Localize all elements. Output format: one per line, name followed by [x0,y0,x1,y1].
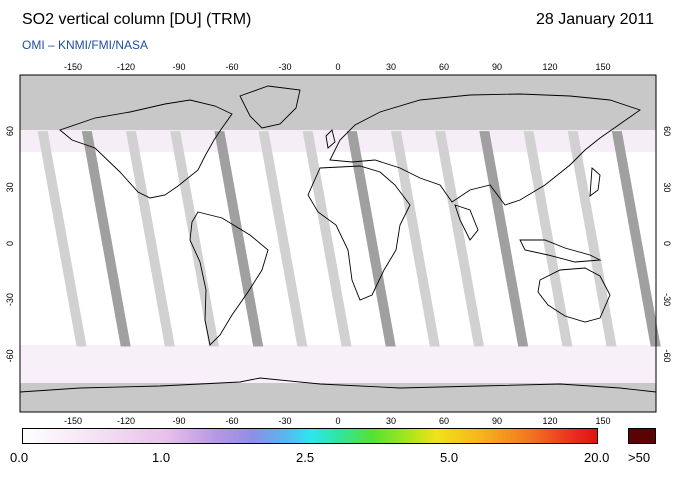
lon-tick-label: -120 [117,62,135,72]
lat-tick-label: 60 [5,126,15,136]
lat-tick-label: 0 [5,241,15,246]
map-frame [19,74,657,413]
lon-tick-label: -120 [117,416,135,425]
lon-tick-label: 0 [335,416,340,425]
colorbar-label: 1.0 [152,450,171,465]
colorbar-label: 0.0 [10,450,29,465]
orbit-gap-swath [126,131,175,347]
orbit-gap-swath [346,131,396,347]
north-america-outline [59,99,233,199]
lon-tick-label: 90 [492,62,502,72]
australia-outline [537,267,611,323]
lon-tick-label: -90 [172,62,185,72]
lat-tick-label: -60 [5,349,15,362]
lon-tick-label: 150 [595,416,610,425]
lon-tick-label: -150 [64,416,82,425]
lat-tick-label: 60 [662,126,672,136]
lon-tick-label: 60 [439,62,449,72]
orbit-gaps [37,131,661,347]
indonesia-outline [519,239,602,263]
lon-tick-label: 120 [542,62,557,72]
south-noise-band [20,345,656,383]
colorbar-label: 2.5 [296,450,315,465]
africa-outline [307,165,411,301]
lon-tick-label: -30 [278,62,291,72]
colorbar-over-label: >50 [628,450,651,465]
continents [19,85,657,393]
orbit-gap-swath [37,131,87,347]
lat-tick-label: -30 [662,293,672,306]
colorbar [22,428,598,444]
latitude-ticks-left: 60 30 0 -30 -60 [5,126,15,362]
map-title: SO2 vertical column [DU] (TRM) [22,11,252,28]
orbit-gap-swath [435,131,485,347]
orbit-gap-swath [170,131,220,347]
lon-tick-label: -60 [225,416,238,425]
north-noise-band [20,130,656,152]
orbit-gap-swath [567,131,617,347]
longitude-ticks-bottom: -150 -120 -90 -60 -30 0 30 60 90 120 150 [64,416,611,425]
orbit-gap-swath [391,131,440,347]
india-outline [454,204,479,241]
lon-tick-label: 30 [386,62,396,72]
lon-tick-label: 90 [492,416,502,425]
orbit-gap-swath [523,131,573,347]
lat-tick-label: 0 [662,241,672,246]
antarctica-outline [19,377,657,393]
lon-tick-label: -60 [225,62,238,72]
eurasia-outline [329,93,641,206]
orbit-gap-swath [258,131,308,347]
colorbar-over-swatch [628,428,656,444]
latitude-ticks-right: 60 30 0 -30 -60 [662,126,672,362]
lon-tick-label: 30 [386,416,396,425]
lon-tick-label: -150 [64,62,82,72]
map-date: 28 January 2011 [535,11,654,28]
south-america-outline [189,211,269,346]
lon-tick-label: 0 [335,62,340,72]
japan-outline [589,167,601,197]
orbit-gap-swath [214,131,264,347]
world-map: -150 -120 -90 -60 -30 0 30 60 90 120 150 -150 -120-… [5,62,672,425]
orbit-gap-swath [479,131,529,347]
lon-tick-label: -90 [172,416,185,425]
lat-tick-label: -30 [5,293,15,306]
lat-tick-label: 30 [662,182,672,192]
uk-outline [325,129,336,149]
orbit-gap-swath [81,131,131,347]
lat-tick-label: -60 [662,349,672,362]
greenland-outline [239,85,301,129]
longitude-ticks-top: -150 -120 -90 -60 -30 0 30 60 90 120 150 [64,62,611,72]
colorbar-label: 20.0 [584,450,610,465]
colorbar-label: 5.0 [440,450,459,465]
south-polar-nodata [20,383,656,412]
orbit-gap-swath [302,131,352,347]
lat-tick-label: 30 [5,182,15,192]
lon-tick-label: 60 [439,416,449,425]
lon-tick-label: -30 [278,416,291,425]
lon-tick-label: 120 [542,416,557,425]
north-polar-nodata [20,75,656,130]
data-source: OMI – KNMI/FMI/NASA [22,38,149,52]
orbit-gap-swath [611,131,661,347]
lon-tick-label: 150 [595,62,610,72]
